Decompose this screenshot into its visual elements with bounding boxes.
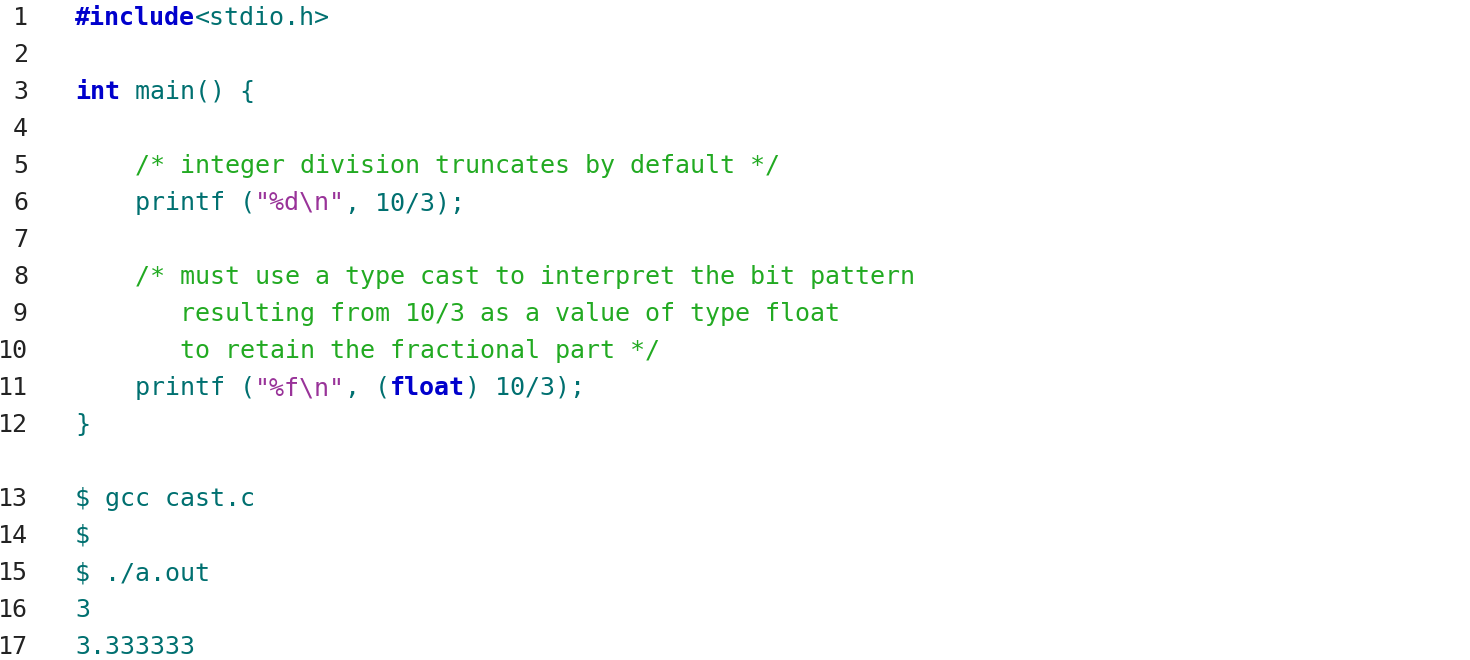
Text: #include: #include	[75, 6, 196, 30]
Text: $ gcc cast.c: $ gcc cast.c	[75, 487, 254, 511]
Text: 3.333333: 3.333333	[75, 635, 196, 659]
Text: 4: 4	[13, 117, 28, 141]
Text: 1: 1	[13, 6, 28, 30]
Text: printf (: printf (	[75, 376, 254, 400]
Text: , (: , (	[345, 376, 390, 400]
Text: 3: 3	[13, 80, 28, 104]
Text: <stdio.h>: <stdio.h>	[196, 6, 329, 30]
Text: 5: 5	[13, 154, 28, 178]
Text: , 10/3);: , 10/3);	[345, 191, 465, 215]
Text: 9: 9	[13, 302, 28, 326]
Text: /* must use a type cast to interpret the bit pattern: /* must use a type cast to interpret the…	[75, 265, 914, 289]
Text: 16: 16	[0, 598, 28, 622]
Text: "%d\n": "%d\n"	[254, 191, 345, 215]
Text: 13: 13	[0, 487, 28, 511]
Text: main() {: main() {	[121, 80, 254, 104]
Text: "%f\n": "%f\n"	[254, 376, 345, 400]
Text: to retain the fractional part */: to retain the fractional part */	[75, 339, 660, 363]
Text: printf (: printf (	[75, 191, 254, 215]
Text: 14: 14	[0, 524, 28, 548]
Text: float: float	[390, 376, 465, 400]
Text: int: int	[75, 80, 121, 104]
Text: 12: 12	[0, 413, 28, 437]
Text: 11: 11	[0, 376, 28, 400]
Text: $: $	[75, 524, 90, 548]
Text: 10: 10	[0, 339, 28, 363]
Text: ) 10/3);: ) 10/3);	[465, 376, 585, 400]
Text: 15: 15	[0, 561, 28, 585]
Text: /* integer division truncates by default */: /* integer division truncates by default…	[75, 154, 781, 178]
Text: 6: 6	[13, 191, 28, 215]
Text: 7: 7	[13, 228, 28, 252]
Text: 8: 8	[13, 265, 28, 289]
Text: 3: 3	[75, 598, 90, 622]
Text: 17: 17	[0, 635, 28, 659]
Text: resulting from 10/3 as a value of type float: resulting from 10/3 as a value of type f…	[75, 302, 839, 326]
Text: }: }	[75, 413, 90, 437]
Text: 2: 2	[13, 43, 28, 67]
Text: $ ./a.out: $ ./a.out	[75, 561, 210, 585]
